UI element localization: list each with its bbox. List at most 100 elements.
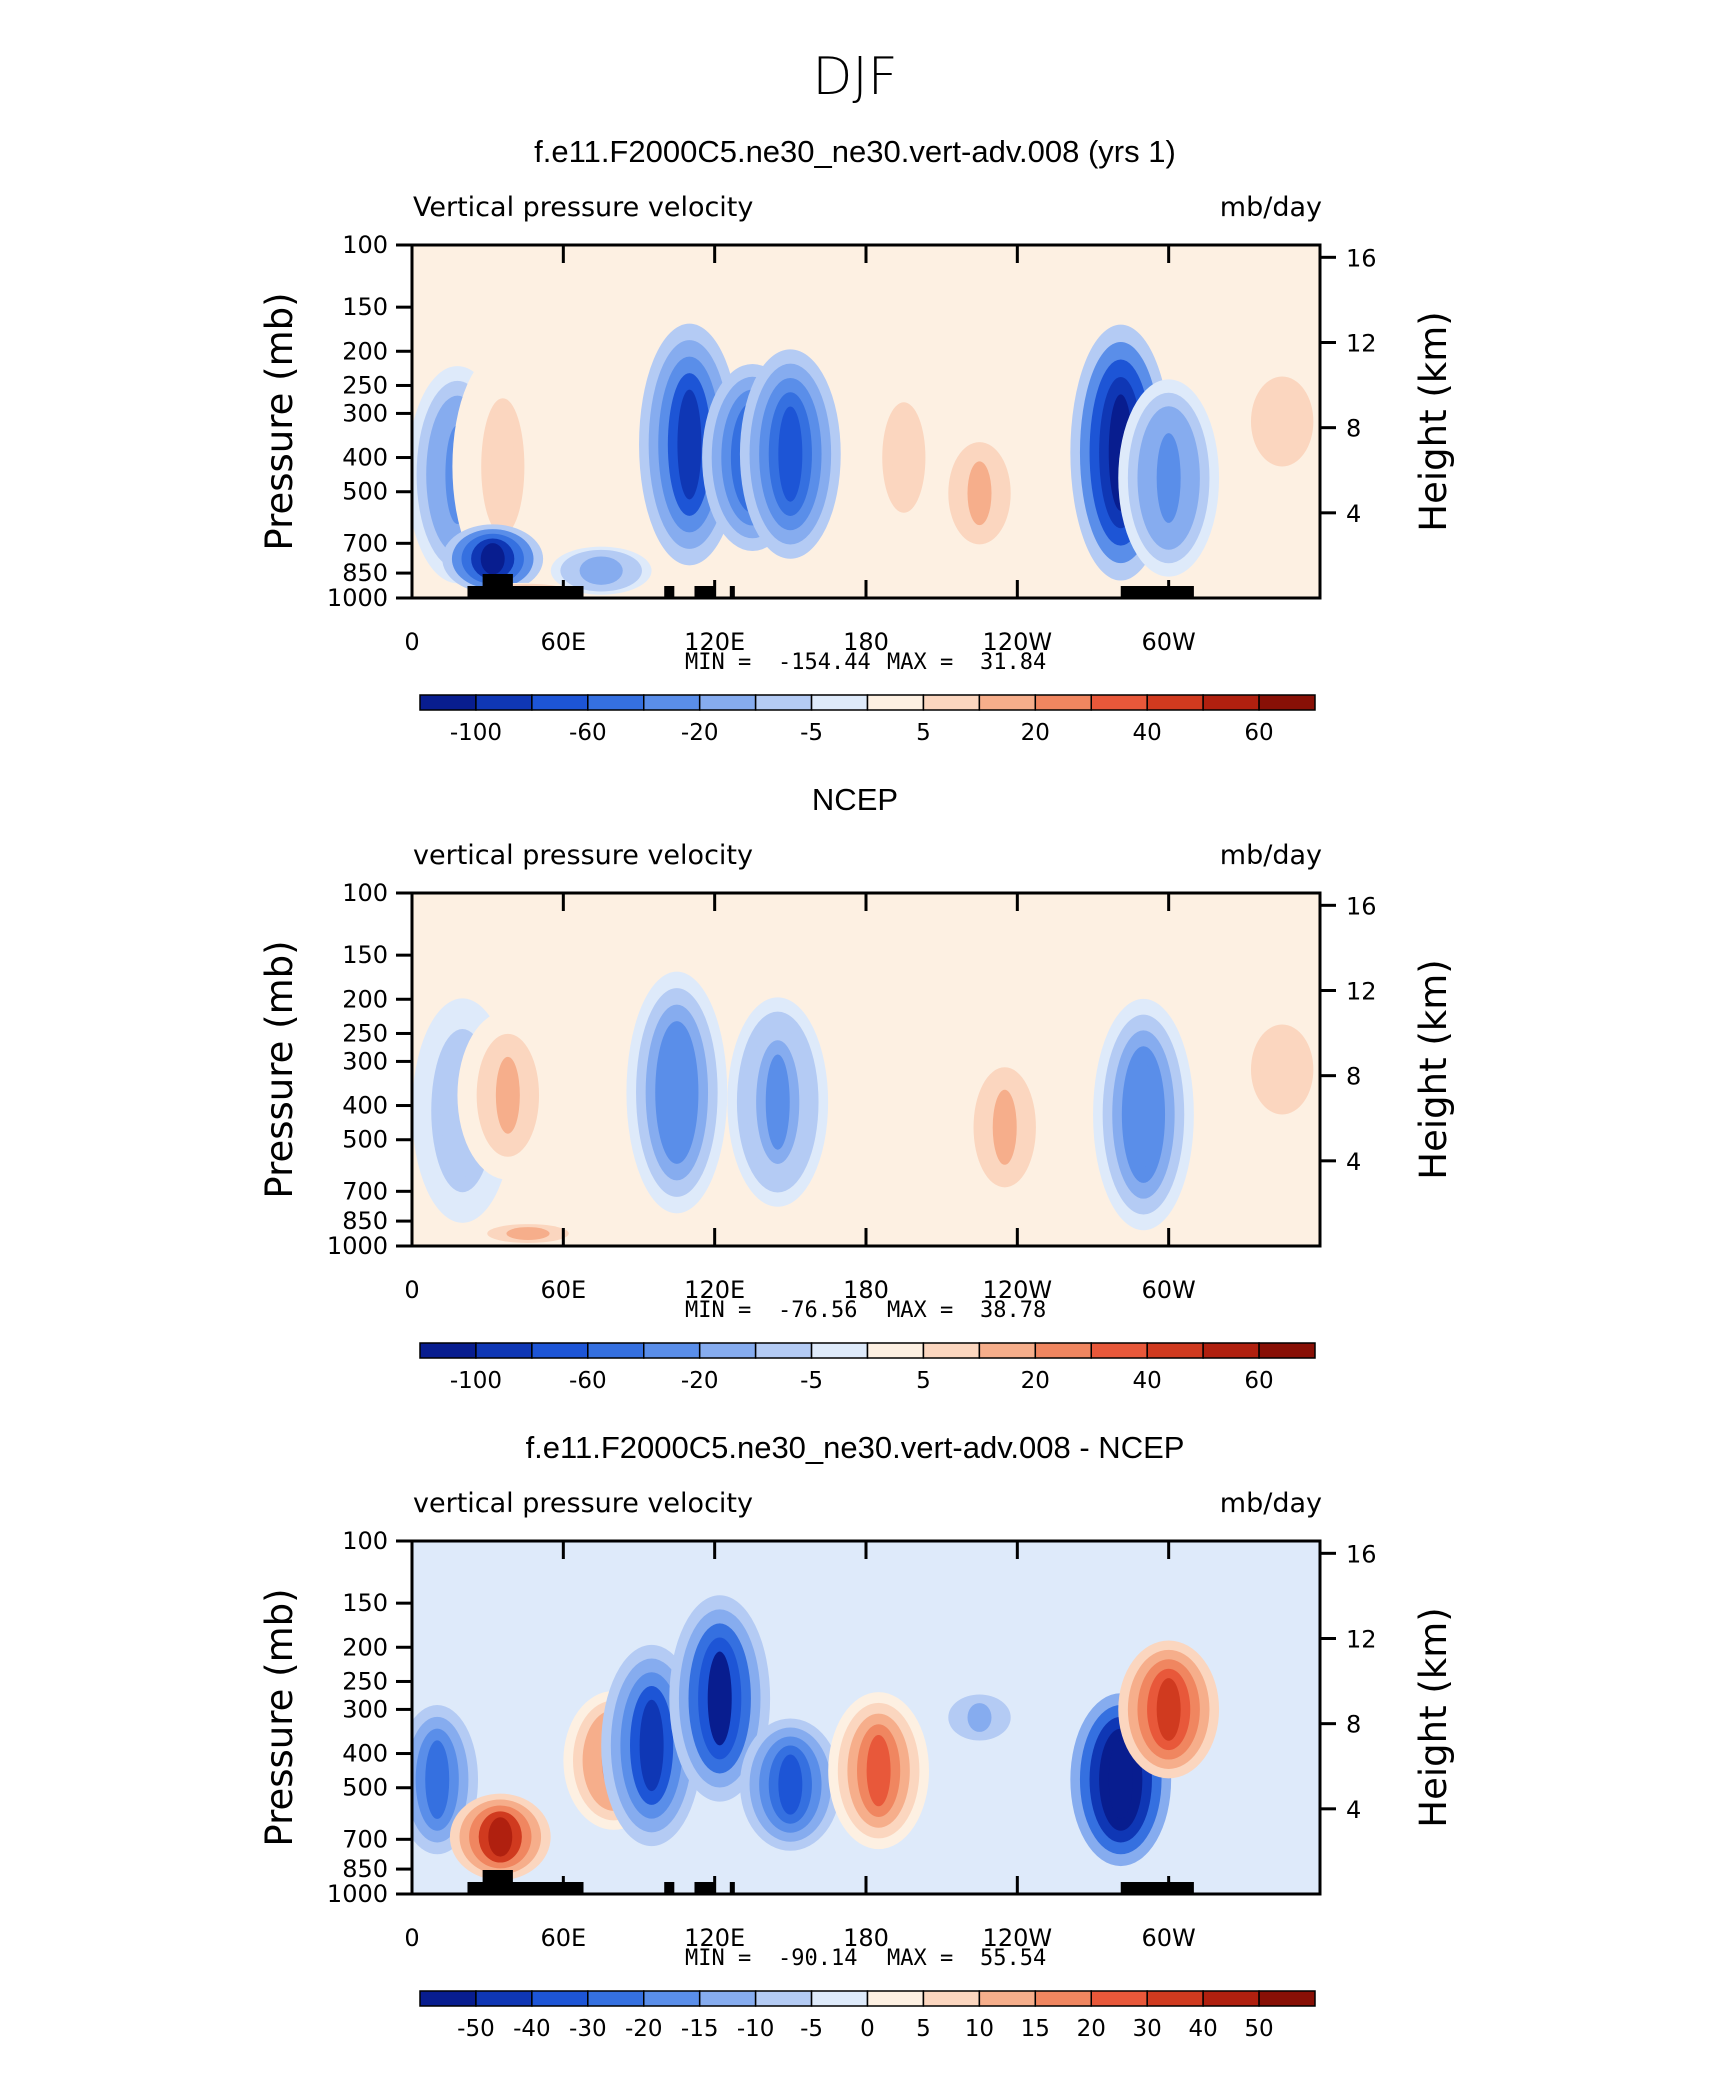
x-tick-label: 120E [684,1276,745,1304]
topography-mask-1 [467,586,584,598]
topography-mask-6 [1120,1882,1194,1894]
contour-band-13-5 [1270,393,1295,450]
colorbar-label: -40 [513,2016,551,2042]
x-tick-label: 0 [404,1924,419,1952]
y2-tick-label: 16 [1346,1540,1377,1568]
colorbar-box [475,1990,533,2007]
topography-mask-3 [664,1882,675,1894]
y2-tick-label: 4 [1346,1796,1361,1824]
x-tick-label: 60E [540,1276,586,1304]
topography-mask-peak [482,1870,513,1882]
x-tick-label: 60W [1142,628,1196,656]
plot-area [412,1541,1320,1894]
y-tick-label: 850 [342,1855,388,1883]
colorbar-box [1090,1342,1148,1359]
contour-band-6-5 [992,1089,1017,1165]
colorbar-box [531,694,589,711]
y-tick-label: 1000 [327,1880,388,1908]
colorbar-box [978,1342,1037,1359]
colorbar-box [698,694,757,711]
y2-axis-title: Height (km) [1412,959,1455,1179]
colorbar-box [643,1342,701,1359]
x-tick-label: 60E [540,1924,586,1952]
y-tick-label: 1000 [327,584,388,612]
min-label: MIN = [685,650,751,675]
colorbar-box [1034,1990,1092,2007]
colorbar-label: 40 [1133,720,1162,746]
units-label: mb/day [1220,192,1322,223]
topography-mask-5 [729,1882,735,1894]
x-tick-label: 60E [540,628,586,656]
colorbar-label: -100 [450,720,502,746]
colorbar-box [475,1342,533,1359]
y-tick-label: 150 [342,1589,388,1617]
min-value: -76.56 [778,1298,857,1323]
variable-label: vertical pressure velocity [413,1488,753,1519]
x-tick-label: 120W [983,1924,1053,1952]
min-value: -154.44 [778,650,871,675]
colorbar-box [922,1990,981,2007]
colorbar-box [754,1990,813,2007]
contour-band-5-5 [765,1054,790,1150]
variable-label: Vertical pressure velocity [413,192,753,223]
colorbar-box [419,1342,477,1359]
colorbar-label: 20 [1021,720,1050,746]
colorbar-box [587,694,645,711]
colorbar-box [1146,1342,1204,1359]
contour-band-2-5 [495,1056,520,1134]
topography-mask-5 [729,586,735,598]
colorbar-box [419,1990,477,2007]
y-tick-label: 100 [342,231,388,259]
y-tick-label: 250 [342,1019,388,1047]
units-label: mb/day [1220,840,1322,871]
contour-band-6-5 [677,389,702,500]
colorbar-box [810,1990,869,2007]
colorbar-box [1034,694,1092,711]
y-tick-label: 150 [342,293,388,321]
colorbar-label: -5 [800,1368,823,1394]
max-value: 55.54 [980,1946,1046,1971]
panel-2: NCEP vertical pressure velocity mb/day 0 60E… [258,782,1455,1394]
y2-tick-label: 4 [1346,500,1361,528]
colorbar-label: -50 [457,2016,495,2042]
contour-band-10-5 [967,461,992,526]
colorbar-label: -100 [450,1368,502,1394]
y-tick-label: 400 [342,1740,388,1768]
colorbar-box [866,1342,925,1359]
max-label: MAX = [887,1946,953,1971]
y-tick-label: 200 [342,337,388,365]
colorbar-box [810,1342,869,1359]
variable-label: vertical pressure velocity [413,840,753,871]
colorbar-label: 5 [916,720,931,746]
colorbar-box [698,1990,757,2007]
contour-band-4-5 [664,1037,689,1148]
panel-title: f.e11.F2000C5.ne30_ne30.vert-adv.008 - N… [526,1430,1185,1465]
contour-band-7-5 [866,1734,891,1807]
contour-band-2-5 [488,1817,513,1857]
max-value: 31.84 [980,650,1046,675]
panel-title: NCEP [812,782,898,817]
colorbar-label: -60 [569,720,607,746]
topography-mask-2 [528,586,564,598]
plot-area [412,893,1320,1246]
colorbar-label: -20 [681,720,719,746]
y-tick-label: 850 [342,559,388,587]
y-tick-label: 300 [342,1695,388,1723]
y-tick-label: 100 [342,1527,388,1555]
contour-band-4-5 [639,1699,664,1792]
colorbar-label: -20 [625,2016,663,2042]
y-tick-label: 500 [342,1774,388,1802]
colorbar-label: 60 [1244,720,1273,746]
colorbar-box [587,1990,645,2007]
y-axis-title: Pressure (mb) [258,292,301,550]
colorbar-box [866,694,925,711]
y-tick-label: 1000 [327,1232,388,1260]
colorbar-label: -10 [737,2016,775,2042]
colorbar-box [1202,694,1260,711]
y2-tick-label: 8 [1346,1711,1361,1739]
colorbar-box [531,1342,589,1359]
colorbar-box [810,694,869,711]
panel-title: f.e11.F2000C5.ne30_ne30.vert-adv.008 (yr… [534,134,1176,169]
y2-tick-label: 16 [1346,244,1377,272]
